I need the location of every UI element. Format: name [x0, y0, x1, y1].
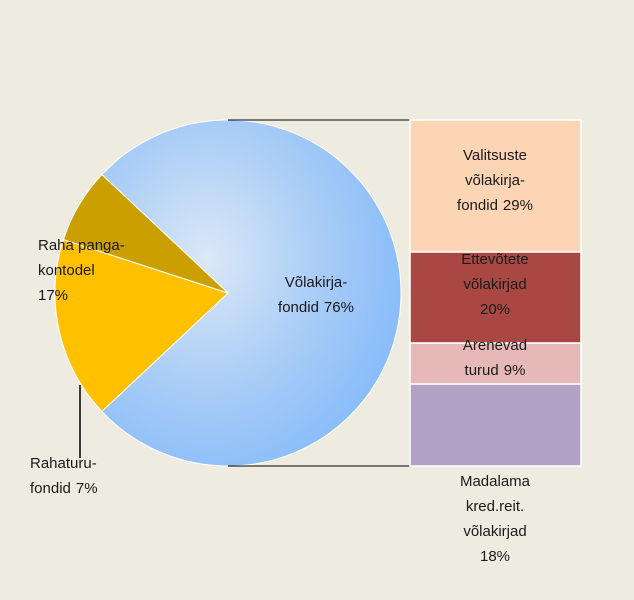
- label-line: kred.reit.: [466, 498, 524, 515]
- value-label: 76%: [324, 299, 354, 316]
- label-line: Raha panga-: [38, 237, 125, 254]
- data-label: Raha panga-kontodel 17%: [38, 237, 125, 304]
- bar-segment: [409, 383, 582, 467]
- label-line: Valitsuste: [463, 147, 527, 164]
- data-label: Valitsuste võlakirja-fondid 29%: [457, 147, 533, 214]
- value-label: 29%: [503, 197, 533, 214]
- label-line: kontodel: [38, 262, 95, 279]
- pie-slice: [54, 238, 229, 413]
- label-line: fondid: [30, 480, 71, 497]
- label-line: Võlakirja-: [285, 274, 348, 291]
- data-label: Arenevad turud 9%: [463, 337, 527, 379]
- label-line: Arenevad: [463, 337, 527, 354]
- label-line: Ettevõtete: [461, 251, 529, 268]
- label-line: fondid: [278, 299, 319, 316]
- data-label: Võlakirja-fondid 76%: [278, 274, 354, 316]
- bar-segment: [409, 342, 582, 385]
- label-line: Madalama: [460, 473, 531, 490]
- label-line: võlakirjad: [463, 276, 526, 293]
- value-label: 20%: [480, 301, 510, 318]
- data-label: Madalama kred.reit. võlakirjad 18%: [460, 473, 531, 565]
- label-line: fondid: [457, 197, 498, 214]
- value-label: 18%: [480, 548, 510, 565]
- label-line: võlakirjad: [463, 523, 526, 540]
- label-line: turud: [465, 362, 499, 379]
- value-label: 7%: [76, 480, 98, 497]
- value-label: 9%: [504, 362, 526, 379]
- label-line: Rahaturu-: [30, 455, 97, 472]
- bar-segment: [409, 251, 582, 344]
- value-label: 17%: [38, 287, 68, 304]
- bar-segment: [409, 119, 582, 253]
- label-line: võlakirja-: [465, 172, 525, 189]
- data-label: Rahaturu-fondid 7%: [30, 455, 98, 497]
- data-label: Ettevõtete võlakirjad 20%: [461, 251, 529, 318]
- pie-slice: [101, 119, 402, 467]
- pie-slice: [62, 173, 229, 294]
